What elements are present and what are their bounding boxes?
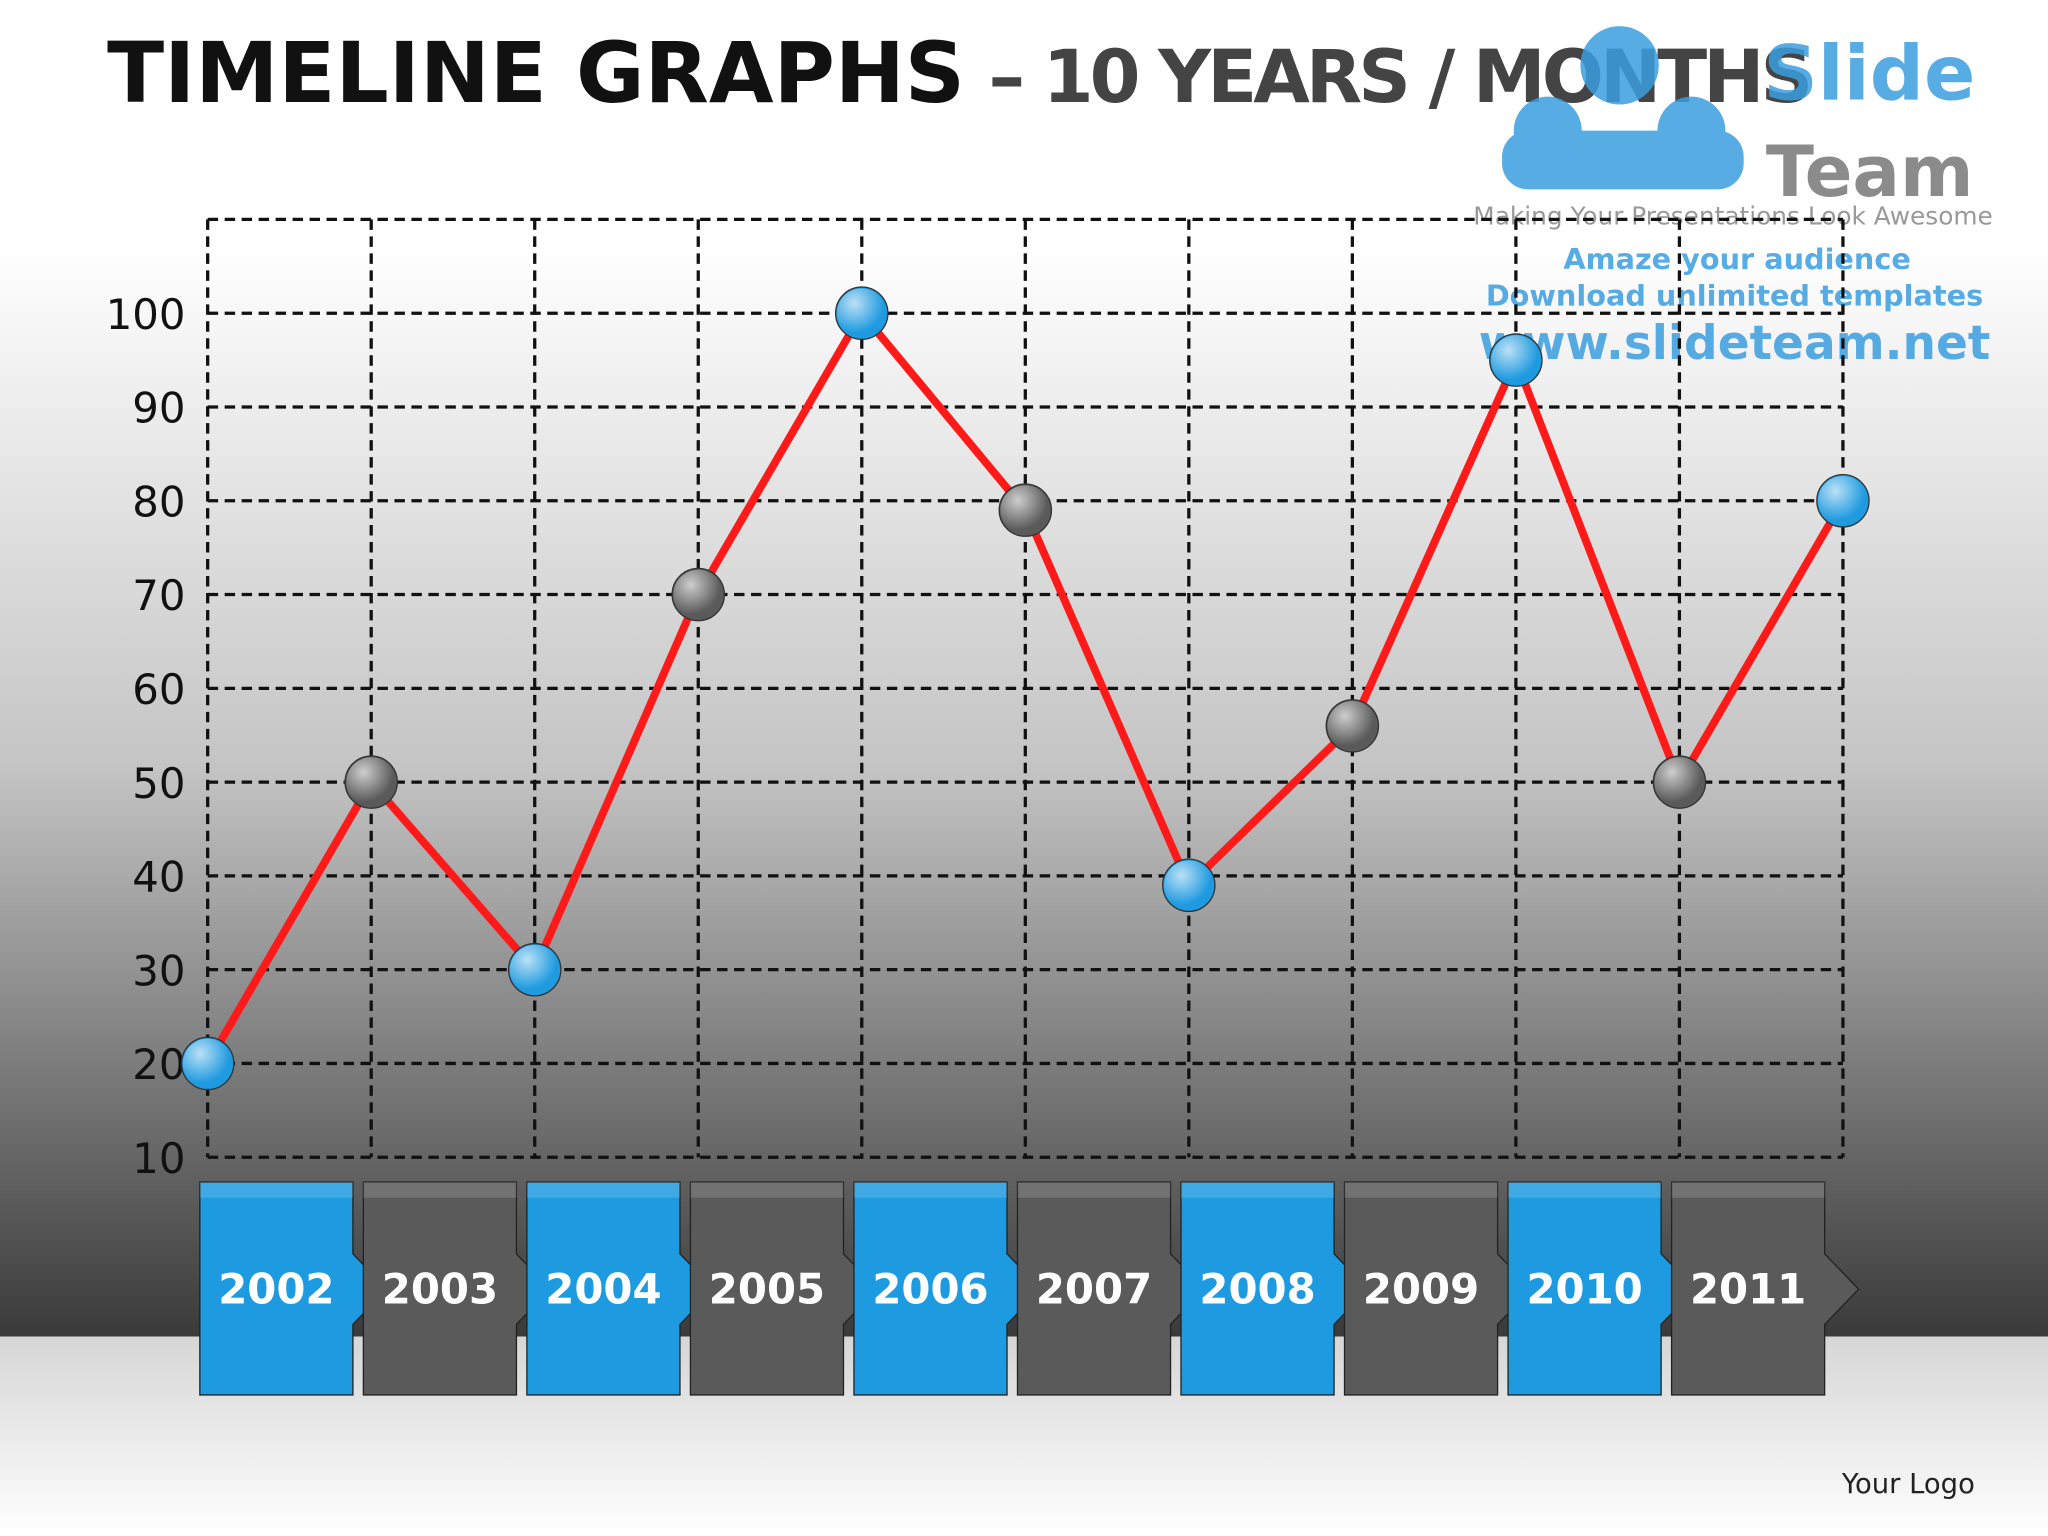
logo-brand: Slide (1763, 29, 1975, 117)
x-tick-label: 2007 (1036, 1265, 1152, 1314)
x-tick-label: 2011 (1690, 1265, 1806, 1314)
x-tick-label: 2003 (382, 1265, 498, 1314)
year-box-shine (1671, 1182, 1825, 1198)
logo-url: www.slideteam.net (1479, 316, 1991, 371)
x-tick-label: 2009 (1363, 1265, 1479, 1314)
y-tick-label: 80 (132, 477, 185, 526)
year-box-shine (1508, 1182, 1662, 1198)
data-point-shine (1654, 757, 1705, 807)
year-box-shine (363, 1182, 517, 1198)
year-box-shine (1180, 1182, 1335, 1198)
data-point-shine (1818, 475, 1868, 526)
data-point-shine (346, 757, 397, 807)
logo-icon (1502, 130, 1744, 190)
data-point-shine (836, 288, 887, 339)
year-box-shine (1017, 1182, 1171, 1198)
year-box: 2007 (1016, 1181, 1206, 1396)
title-text: TIMELINE GRAPHS (107, 24, 965, 122)
year-box-shine (853, 1182, 1008, 1198)
x-tick-label: 2010 (1526, 1265, 1642, 1314)
y-tick-label: 70 (132, 571, 185, 620)
year-box: 2006 (853, 1181, 1042, 1396)
y-tick-label: 100 (106, 290, 186, 339)
y-tick-label: 10 (132, 1134, 185, 1183)
x-tick-label: 2005 (709, 1265, 825, 1314)
year-box: 2004 (526, 1181, 715, 1396)
year-box-shine (690, 1182, 844, 1198)
y-tick-label: 40 (132, 853, 185, 902)
watermark-logo: Slide Team Making Your Presentations Loo… (1473, 26, 1993, 371)
x-tick-label: 2002 (218, 1265, 334, 1314)
y-tick-label: 20 (132, 1040, 185, 1089)
data-point-shine (1491, 335, 1541, 385)
y-tick-label: 60 (132, 665, 185, 714)
y-tick-label: 90 (132, 384, 185, 433)
data-point-shine (182, 1038, 233, 1089)
year-box: 2010 (1507, 1181, 1696, 1396)
logo-tagline: Making Your Presentations Look Awesome (1473, 202, 1993, 231)
y-tick-label: 30 (132, 946, 185, 995)
year-arrow (1670, 1181, 1860, 1396)
year-box: 2003 (362, 1181, 552, 1396)
year-box-shine (1344, 1182, 1498, 1198)
x-tick-label: 2008 (1199, 1265, 1315, 1314)
year-box-shine (526, 1182, 680, 1198)
logo-line: Amaze your audience (1563, 242, 1910, 276)
y-tick-label: 50 (132, 759, 185, 808)
logo-line: Download unlimited templates (1486, 279, 1983, 313)
footer-logo: Your Logo (1841, 1469, 1975, 1500)
data-point-shine (673, 569, 724, 620)
year-box: 2002 (199, 1181, 388, 1396)
year-box: 2005 (689, 1181, 879, 1396)
x-tick-label: 2006 (872, 1265, 988, 1314)
data-point-shine (509, 944, 560, 995)
year-box: 2008 (1180, 1181, 1369, 1396)
data-point-shine (1327, 701, 1378, 751)
year-box-shine (199, 1182, 353, 1198)
plot: 10 20 30 40 50 60 70 80 90 100 2002 2003 2004 2005 200… (106, 217, 1870, 1396)
logo-icon (1580, 26, 1659, 105)
year-box: 2009 (1343, 1181, 1533, 1396)
x-tick-label: 2004 (545, 1265, 661, 1314)
year-box: 2011 (1670, 1181, 1860, 1396)
data-point-shine (1164, 860, 1214, 911)
logo-brand: Team (1766, 131, 1974, 213)
data-point-shine (1000, 485, 1051, 535)
